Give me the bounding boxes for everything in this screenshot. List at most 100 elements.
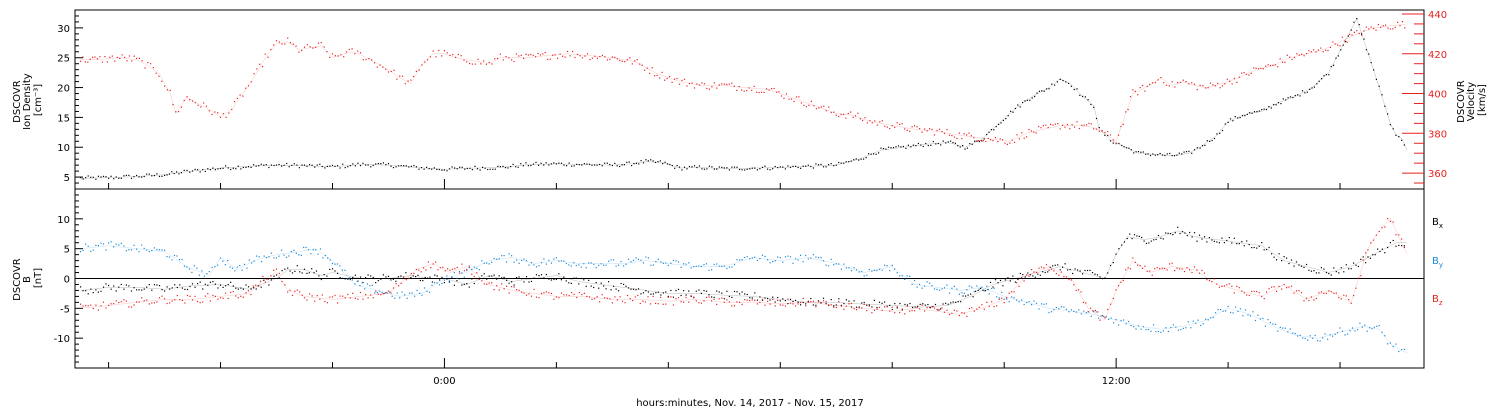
data-point bbox=[723, 167, 725, 169]
data-point bbox=[953, 136, 955, 138]
data-point bbox=[1154, 268, 1156, 270]
data-point bbox=[1233, 292, 1235, 294]
data-point bbox=[655, 261, 657, 263]
data-point bbox=[761, 166, 764, 168]
data-point bbox=[156, 173, 158, 175]
data-point bbox=[1309, 88, 1311, 90]
data-point bbox=[823, 105, 825, 107]
data-point bbox=[751, 89, 753, 91]
data-point bbox=[946, 309, 948, 311]
data-point bbox=[1059, 78, 1061, 80]
data-point bbox=[945, 142, 947, 144]
data-point bbox=[382, 66, 384, 68]
data-point bbox=[698, 302, 700, 304]
data-point bbox=[439, 279, 441, 281]
data-point bbox=[896, 122, 898, 124]
data-point bbox=[1203, 236, 1206, 238]
data-point bbox=[951, 135, 953, 137]
data-point bbox=[133, 176, 135, 178]
data-point bbox=[815, 163, 817, 165]
data-point bbox=[443, 169, 445, 171]
data-point bbox=[966, 134, 968, 136]
data-point bbox=[986, 285, 988, 287]
data-point bbox=[183, 99, 185, 102]
data-point bbox=[1079, 270, 1081, 272]
data-point bbox=[183, 265, 186, 267]
data-point bbox=[1251, 112, 1253, 114]
data-point bbox=[175, 111, 177, 113]
data-point bbox=[331, 296, 334, 298]
data-point bbox=[873, 269, 875, 271]
data-point bbox=[1389, 220, 1391, 222]
data-point bbox=[403, 165, 405, 167]
data-point bbox=[896, 307, 898, 309]
data-point bbox=[232, 285, 234, 287]
data-point bbox=[97, 245, 99, 247]
data-point bbox=[474, 165, 476, 167]
data-point bbox=[594, 164, 596, 166]
top-left-ylabel-line2: Ion Density bbox=[22, 73, 33, 130]
data-point bbox=[166, 256, 168, 258]
data-point bbox=[920, 144, 922, 146]
data-point bbox=[331, 164, 334, 166]
data-point bbox=[1323, 75, 1325, 77]
data-point bbox=[1016, 134, 1018, 136]
data-point bbox=[1289, 328, 1291, 330]
data-point bbox=[690, 295, 692, 297]
data-point bbox=[1333, 64, 1335, 66]
data-point bbox=[951, 287, 953, 289]
data-point bbox=[613, 259, 615, 261]
data-point bbox=[535, 266, 538, 268]
data-point bbox=[995, 126, 997, 128]
data-point bbox=[426, 166, 428, 168]
data-point bbox=[1294, 94, 1296, 97]
data-point bbox=[481, 260, 483, 262]
data-point bbox=[143, 175, 145, 178]
data-point bbox=[1038, 308, 1040, 310]
data-point bbox=[916, 126, 918, 128]
data-point bbox=[1137, 325, 1140, 327]
data-point bbox=[90, 250, 92, 252]
data-point bbox=[899, 123, 901, 125]
data-point bbox=[1014, 141, 1016, 143]
data-point bbox=[316, 164, 318, 166]
data-point bbox=[1340, 298, 1342, 300]
data-point bbox=[1088, 311, 1090, 313]
data-point bbox=[922, 145, 924, 148]
data-point bbox=[926, 281, 928, 283]
data-point bbox=[741, 169, 743, 171]
data-point bbox=[1221, 129, 1224, 132]
data-point bbox=[956, 288, 958, 290]
data-point bbox=[548, 259, 550, 261]
data-point bbox=[1085, 302, 1087, 304]
data-point bbox=[1303, 300, 1305, 302]
data-point bbox=[1073, 310, 1075, 312]
data-point bbox=[669, 76, 671, 78]
data-point bbox=[1325, 74, 1327, 76]
data-point bbox=[530, 53, 532, 56]
data-point bbox=[956, 310, 958, 312]
data-point bbox=[853, 308, 855, 310]
data-point bbox=[352, 276, 354, 279]
data-point bbox=[966, 315, 968, 317]
data-point bbox=[1147, 328, 1150, 331]
data-point bbox=[666, 163, 669, 165]
data-point bbox=[1189, 231, 1191, 234]
data-point bbox=[1350, 29, 1352, 31]
data-point bbox=[870, 153, 872, 155]
data-point bbox=[802, 165, 804, 167]
data-point bbox=[708, 296, 710, 298]
data-point bbox=[424, 61, 426, 63]
data-point bbox=[1058, 308, 1060, 310]
data-point bbox=[543, 277, 545, 279]
data-point bbox=[461, 263, 463, 265]
data-point bbox=[772, 296, 774, 298]
data-point bbox=[1349, 33, 1351, 36]
data-point bbox=[1389, 342, 1391, 344]
data-point bbox=[1016, 282, 1018, 284]
data-point bbox=[665, 303, 667, 305]
data-point bbox=[789, 256, 792, 258]
data-point bbox=[1223, 242, 1225, 244]
data-point bbox=[1395, 245, 1397, 247]
